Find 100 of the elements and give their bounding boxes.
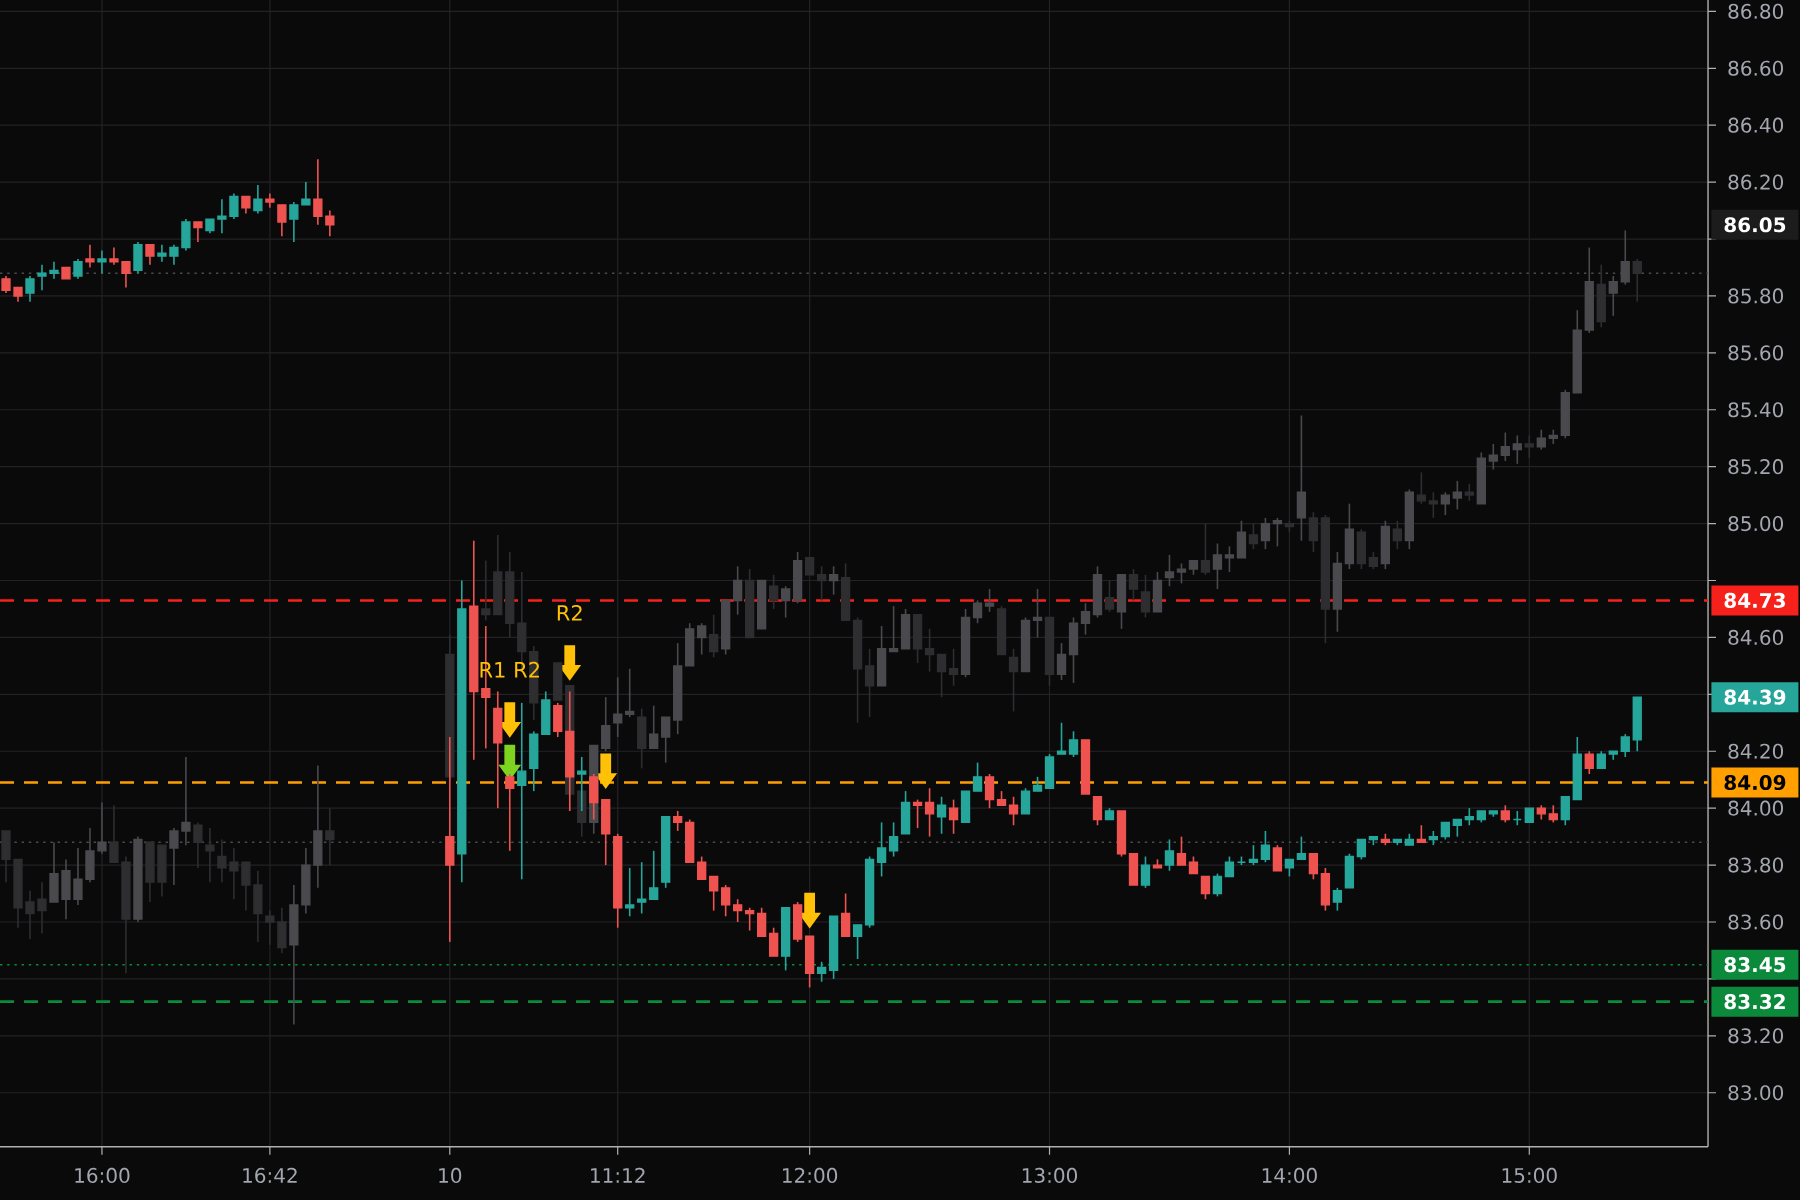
- candlestick: [649, 704, 659, 750]
- x-tick-label: 16:00: [75, 1167, 130, 1183]
- candlestick: [1392, 519, 1403, 551]
- candlestick: [673, 810, 683, 832]
- candlestick: [733, 565, 743, 616]
- candlestick: [1260, 517, 1271, 551]
- candlestick: [757, 906, 767, 938]
- x-tick-label: 16:42: [243, 1167, 297, 1183]
- candlestick: [145, 243, 155, 266]
- y-tick-label: 84.20: [1728, 743, 1784, 759]
- candlestick: [1512, 434, 1522, 465]
- x-tick-label: 15:00: [1502, 1167, 1557, 1183]
- candlestick: [25, 275, 35, 303]
- candlestick: [1224, 855, 1235, 878]
- y-tick-label: 86.40: [1728, 117, 1784, 133]
- candlestick: [253, 184, 263, 215]
- candlestick: [325, 807, 335, 866]
- candlestick: [697, 855, 707, 881]
- candlestick: [1560, 795, 1570, 827]
- candlestick: [1092, 795, 1103, 827]
- candlestick: [1140, 855, 1151, 889]
- candlestick: [193, 221, 203, 243]
- candlestick: [601, 696, 611, 753]
- candlestick: [73, 258, 83, 280]
- candlestick: [1296, 835, 1307, 861]
- candlestick: [1212, 872, 1223, 898]
- candlestick: [1164, 554, 1175, 587]
- candlestick: [1272, 844, 1283, 872]
- y-tick-label: 84.00: [1728, 800, 1784, 816]
- candlestick: [1140, 574, 1151, 619]
- y-tick-label: 85.40: [1728, 402, 1784, 418]
- candlestick: [1056, 721, 1067, 755]
- candlestick: [768, 926, 779, 957]
- candlestick: [1164, 838, 1175, 872]
- y-tick-label: 85.20: [1728, 459, 1784, 475]
- candlestick: [721, 884, 731, 918]
- candlestick: [864, 648, 875, 718]
- candlestick: [733, 898, 743, 923]
- candlestick: [1500, 431, 1510, 462]
- candlestick: [229, 847, 239, 901]
- candlestick: [1248, 522, 1259, 551]
- candlestick: [816, 961, 827, 983]
- y-tick-label: 86.20: [1728, 174, 1784, 190]
- candlestick: [37, 881, 47, 935]
- candlestick: [505, 773, 515, 852]
- candlestick: [1248, 844, 1259, 866]
- candlestick: [1488, 443, 1498, 471]
- candlestick: [697, 622, 707, 656]
- candlestick: [1356, 838, 1367, 861]
- candlestick: [984, 773, 995, 809]
- candlestick: [888, 821, 899, 858]
- ref-line-label: 84.09: [1724, 774, 1786, 791]
- x-tick-label: 12:00: [783, 1167, 838, 1183]
- x-tick-label: 11:12: [591, 1167, 645, 1183]
- candlestick: [1308, 852, 1319, 881]
- candlestick: [876, 821, 887, 878]
- candlestick: [649, 850, 659, 901]
- y-tick-label: 86.80: [1728, 3, 1784, 19]
- candlestick: [1608, 275, 1618, 317]
- y-tick-label: 83.60: [1728, 914, 1784, 930]
- candlestick: [265, 909, 275, 946]
- candlestick: [1272, 517, 1283, 548]
- candlestick: [85, 243, 95, 269]
- y-tick-label: 86.60: [1728, 60, 1784, 76]
- candlestick: [1176, 562, 1187, 585]
- ref-line-label: 83.45: [1724, 957, 1786, 973]
- candlestick: [948, 798, 959, 835]
- y-tick-label: 83.80: [1728, 857, 1784, 873]
- x-tick-label: 13:00: [1022, 1167, 1078, 1183]
- candlestick: [625, 667, 635, 718]
- candlestick: [205, 827, 215, 883]
- candlestick: [912, 798, 923, 829]
- candlestick: [972, 761, 983, 792]
- candlestick: [301, 181, 311, 206]
- candlestick: [1332, 887, 1343, 912]
- candlestick: [241, 861, 251, 912]
- candlestick: [625, 867, 635, 918]
- candlestick: [840, 892, 851, 938]
- candlestick: [709, 613, 719, 659]
- ref-line-label: 84.73: [1724, 592, 1785, 608]
- candlestick: [289, 201, 299, 243]
- candlestick: [984, 588, 995, 613]
- candlestick: [828, 565, 839, 596]
- candlestick: [73, 847, 83, 906]
- candlestick: [1308, 511, 1319, 553]
- candlestick: [1632, 258, 1642, 303]
- candlestick: [121, 261, 131, 289]
- candlestick: [157, 243, 167, 263]
- ref-line-label: 83.32: [1724, 994, 1785, 1010]
- candlestick: [1440, 491, 1450, 516]
- candlestick: [924, 787, 935, 838]
- candlestick: [481, 559, 491, 622]
- candlestick: [1068, 730, 1079, 758]
- candlestick: [661, 716, 671, 764]
- text: 84.39: [1724, 689, 1786, 705]
- candlestick: [217, 838, 227, 883]
- candlestick: [1008, 648, 1019, 713]
- candlestick: [217, 198, 227, 235]
- candlestick: [1212, 542, 1223, 590]
- candlestick: [780, 585, 791, 619]
